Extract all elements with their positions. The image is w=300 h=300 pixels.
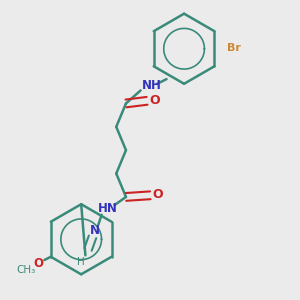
Text: H: H [77, 257, 84, 267]
Text: NH: NH [142, 79, 162, 92]
Text: O: O [149, 94, 160, 107]
Text: N: N [90, 224, 100, 238]
Text: HN: HN [98, 202, 118, 215]
Text: Br: Br [227, 43, 241, 53]
Text: O: O [152, 188, 163, 201]
Text: O: O [34, 257, 44, 270]
Text: CH₃: CH₃ [16, 265, 35, 275]
